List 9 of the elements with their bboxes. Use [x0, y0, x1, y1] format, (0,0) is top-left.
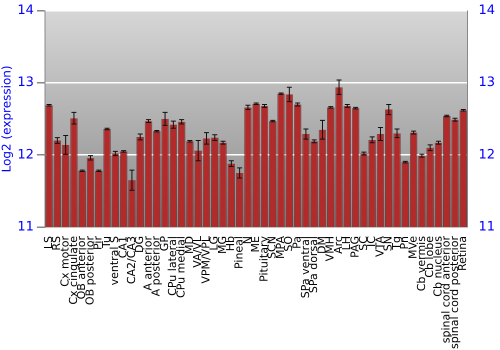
y-tick-label: 13: [17, 75, 34, 90]
y2-tick-label: 12: [478, 147, 496, 162]
y2-tick-label: 11: [478, 219, 496, 234]
y2-tick-label: 13: [478, 75, 496, 90]
y2-tick-label: 14: [478, 3, 496, 18]
y-tick-label: 11: [17, 219, 34, 234]
y-axis-title: Log2 (expression): [0, 65, 14, 172]
y-tick-label: 14: [17, 3, 34, 18]
y-tick-label: 12: [17, 147, 34, 162]
